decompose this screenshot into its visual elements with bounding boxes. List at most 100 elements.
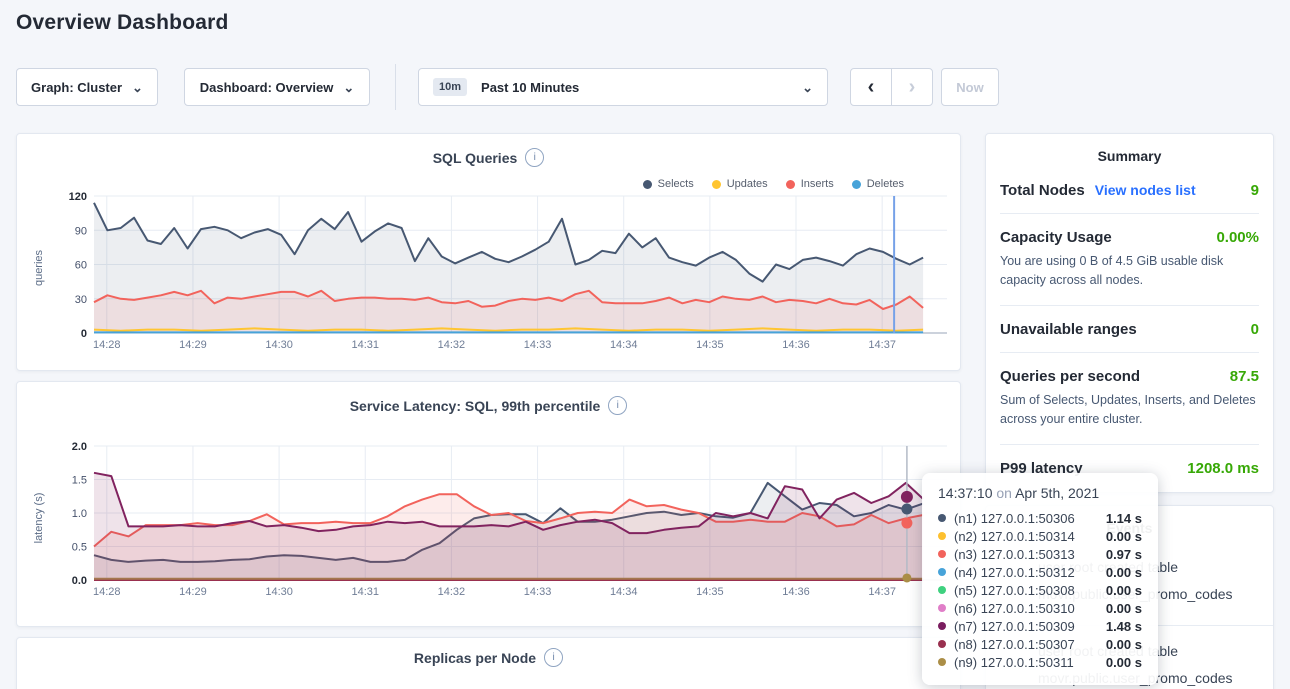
info-icon[interactable]: i bbox=[608, 396, 627, 415]
svg-text:0.0: 0.0 bbox=[72, 575, 87, 587]
tooltip-node-address: (n4) 127.0.0.1:50312 bbox=[954, 565, 1075, 580]
tooltip-node-address: (n6) 127.0.0.1:50310 bbox=[954, 601, 1075, 616]
time-range-dropdown[interactable]: 10m Past 10 Minutes ⌄ bbox=[418, 68, 828, 106]
service-latency-chart[interactable]: 14:2814:2914:3014:3114:3214:3314:3414:35… bbox=[54, 438, 953, 602]
tooltip-node-address: (n8) 127.0.0.1:50307 bbox=[954, 637, 1075, 652]
unavailable-ranges-label: Unavailable ranges bbox=[1000, 321, 1137, 338]
svg-text:60: 60 bbox=[75, 260, 87, 272]
tooltip-node-value: 0.00 s bbox=[1106, 637, 1142, 652]
info-icon[interactable]: i bbox=[525, 148, 544, 167]
svg-text:14:33: 14:33 bbox=[524, 586, 552, 598]
svg-text:14:37: 14:37 bbox=[868, 586, 896, 598]
graph-dropdown[interactable]: Graph: Cluster ⌄ bbox=[16, 68, 158, 106]
svg-text:30: 30 bbox=[75, 294, 87, 306]
service-latency-title: Service Latency: SQL, 99th percentile bbox=[350, 398, 601, 414]
svg-text:1.5: 1.5 bbox=[72, 475, 87, 487]
tooltip-node-value: 0.00 s bbox=[1106, 529, 1142, 544]
svg-text:0.5: 0.5 bbox=[72, 542, 87, 554]
svg-text:14:34: 14:34 bbox=[610, 339, 638, 351]
sql-y-axis-unit: queries bbox=[33, 228, 45, 308]
tooltip-node-row: (n2) 127.0.0.1:503140.00 s bbox=[938, 527, 1142, 545]
info-icon[interactable]: i bbox=[544, 648, 563, 667]
svg-text:14:31: 14:31 bbox=[351, 586, 379, 598]
service-latency-card: Service Latency: SQL, 99th percentile i … bbox=[16, 381, 961, 627]
range-label: Past 10 Minutes bbox=[481, 80, 579, 95]
tooltip-node-address: (n1) 127.0.0.1:50306 bbox=[954, 511, 1075, 526]
capacity-usage-label: Capacity Usage bbox=[1000, 229, 1112, 246]
svg-text:14:36: 14:36 bbox=[782, 586, 810, 598]
series-color-dot bbox=[938, 622, 946, 630]
qps-description: Sum of Selects, Updates, Inserts, and De… bbox=[1000, 391, 1259, 430]
svg-text:14:32: 14:32 bbox=[438, 586, 466, 598]
series-color-dot bbox=[938, 550, 946, 558]
latency-y-axis-unit: latency (s) bbox=[33, 478, 45, 558]
svg-text:14:37: 14:37 bbox=[868, 339, 896, 351]
series-color-dot bbox=[938, 514, 946, 522]
time-next-button[interactable]: › bbox=[891, 68, 933, 106]
tooltip-node-value: 0.00 s bbox=[1106, 655, 1142, 670]
sql-queries-card: SQL Queries i SelectsUpdatesInsertsDelet… bbox=[16, 133, 961, 371]
range-badge: 10m bbox=[433, 78, 467, 96]
tooltip-time: 14:37:10 bbox=[938, 485, 993, 501]
sql-queries-title: SQL Queries bbox=[433, 150, 518, 166]
series-color-dot bbox=[938, 604, 946, 612]
svg-text:14:29: 14:29 bbox=[179, 586, 207, 598]
graph-dropdown-label: Graph: Cluster bbox=[31, 80, 122, 95]
svg-text:2.0: 2.0 bbox=[72, 441, 87, 453]
qps-label: Queries per second bbox=[1000, 368, 1140, 385]
series-color-dot bbox=[938, 568, 946, 576]
sql-queries-chart[interactable]: 14:2814:2914:3014:3114:3214:3314:3414:35… bbox=[54, 188, 953, 355]
series-color-dot bbox=[938, 640, 946, 648]
chart-hover-tooltip: 14:37:10 on Apr 5th, 2021 (n1) 127.0.0.1… bbox=[922, 473, 1158, 685]
svg-text:14:28: 14:28 bbox=[93, 586, 121, 598]
summary-title: Summary bbox=[986, 134, 1273, 167]
chevron-down-icon: ⌄ bbox=[132, 81, 143, 94]
capacity-usage-value: 0.00% bbox=[1216, 229, 1259, 246]
qps-value: 87.5 bbox=[1230, 368, 1259, 385]
chevron-right-icon: › bbox=[909, 76, 916, 99]
tooltip-on-word: on bbox=[996, 485, 1012, 501]
toolbar-divider bbox=[395, 64, 396, 110]
chevron-left-icon: ‹ bbox=[868, 76, 875, 99]
dashboard-dropdown[interactable]: Dashboard: Overview ⌄ bbox=[184, 68, 370, 106]
svg-text:14:32: 14:32 bbox=[438, 339, 466, 351]
total-nodes-label: Total Nodes bbox=[1000, 182, 1085, 199]
total-nodes-value: 9 bbox=[1251, 182, 1259, 199]
svg-text:1.0: 1.0 bbox=[72, 508, 87, 520]
svg-text:90: 90 bbox=[75, 225, 87, 237]
chevron-down-icon: ⌄ bbox=[343, 81, 354, 94]
svg-text:14:36: 14:36 bbox=[782, 339, 810, 351]
tooltip-node-row: (n1) 127.0.0.1:50306 1.14 s bbox=[938, 509, 1142, 527]
tooltip-rows: (n1) 127.0.0.1:50306 1.14 s(n2) 127.0.0.1… bbox=[938, 509, 1142, 671]
tooltip-node-value: 0.00 s bbox=[1106, 601, 1142, 616]
summary-panel: Summary Total Nodes View nodes list 9 Ca… bbox=[985, 133, 1274, 493]
summary-row-unavailable: Unavailable ranges 0 bbox=[1000, 306, 1259, 353]
tooltip-node-row: (n5) 127.0.0.1:503080.00 s bbox=[938, 581, 1142, 599]
tooltip-node-address: (n9) 127.0.0.1:50311 bbox=[954, 655, 1074, 670]
p99-latency-value: 1208.0 ms bbox=[1187, 460, 1259, 477]
tooltip-node-address: (n7) 127.0.0.1:50309 bbox=[954, 619, 1075, 634]
tooltip-node-value: 0.00 s bbox=[1106, 565, 1142, 580]
svg-text:120: 120 bbox=[69, 191, 87, 203]
tooltip-node-row: (n4) 127.0.0.1:50312 0.00 s bbox=[938, 563, 1142, 581]
tooltip-timestamp: 14:37:10 on Apr 5th, 2021 bbox=[938, 485, 1142, 501]
series-color-dot bbox=[938, 586, 946, 594]
tooltip-node-row: (n3) 127.0.0.1:503130.97 s bbox=[938, 545, 1142, 563]
overview-dashboard-page: Overview Dashboard Graph: Cluster ⌄ Dash… bbox=[0, 0, 1290, 689]
now-button[interactable]: Now bbox=[941, 68, 999, 106]
tooltip-node-value: 0.00 s bbox=[1106, 583, 1142, 598]
series-color-dot bbox=[938, 532, 946, 540]
tooltip-node-row: (n7) 127.0.0.1:503091.48 s bbox=[938, 617, 1142, 635]
capacity-usage-description: You are using 0 B of 4.5 GiB usable disk… bbox=[1000, 252, 1259, 291]
svg-text:14:33: 14:33 bbox=[524, 339, 552, 351]
replicas-per-node-card: Replicas per Node i bbox=[16, 637, 961, 689]
svg-text:14:28: 14:28 bbox=[93, 339, 121, 351]
view-nodes-list-link[interactable]: View nodes list bbox=[1095, 182, 1196, 198]
tooltip-node-value: 1.14 s bbox=[1106, 511, 1142, 526]
replicas-per-node-title: Replicas per Node bbox=[414, 650, 536, 666]
unavailable-ranges-value: 0 bbox=[1251, 321, 1259, 338]
series-color-dot bbox=[938, 658, 946, 666]
time-prev-button[interactable]: ‹ bbox=[850, 68, 892, 106]
svg-text:14:30: 14:30 bbox=[265, 586, 293, 598]
tooltip-date: Apr 5th, 2021 bbox=[1015, 485, 1099, 501]
